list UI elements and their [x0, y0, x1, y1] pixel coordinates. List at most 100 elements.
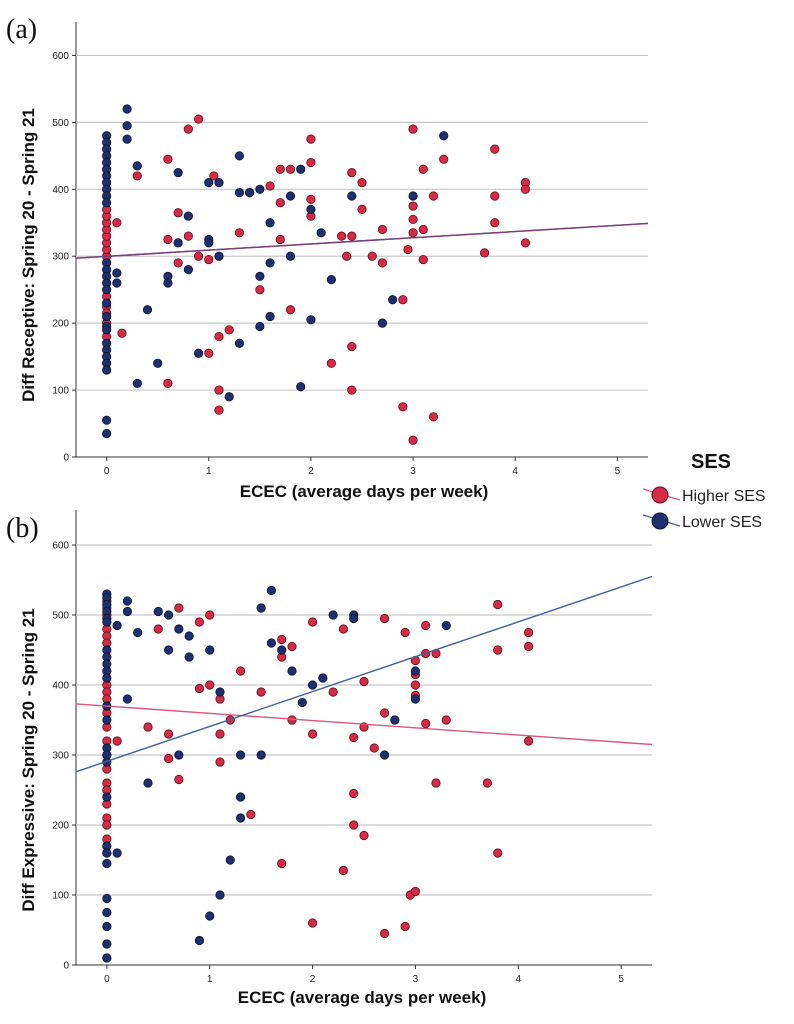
panel-b: (b) Diff Expressive: Spring 20 - Spring …: [6, 510, 653, 1007]
panel-a-point-higher-ses-74: [490, 218, 500, 228]
panel-b-point-lower-ses-28: [122, 606, 133, 617]
panel-a-point-higher-ses-67: [418, 254, 428, 265]
panel-b-fit-line-higher-ses: [75, 703, 653, 746]
panel-b-x-tick-label-5: 5: [618, 974, 624, 985]
panel-a-point-higher-ses-31: [224, 325, 234, 335]
panel-a-point-lower-ses-30: [122, 121, 132, 131]
panel-a-point-lower-ses-45: [204, 238, 214, 248]
panel-b-point-lower-ses-40: [205, 645, 215, 655]
panel-a-point-higher-ses-56: [377, 258, 388, 268]
panel-b-point-higher-ses-24: [163, 753, 174, 764]
panel-a-x-tick-label-5: 5: [615, 466, 621, 477]
panel-b-point-higher-ses-42: [287, 641, 297, 652]
panel-b-point-lower-ses-54: [297, 697, 307, 708]
panel-b-point-higher-ses-27: [174, 774, 184, 785]
panel-a-point-higher-ses-14: [117, 328, 127, 338]
panel-b-point-higher-ses-61: [400, 921, 410, 932]
panel-a-point-higher-ses-13: [112, 218, 122, 228]
panel-b-point-higher-ses-38: [256, 687, 266, 697]
panel-b-point-higher-ses-57: [379, 613, 390, 624]
panel-b-point-lower-ses-31: [143, 778, 153, 788]
panel-b-point-higher-ses-70: [421, 718, 431, 729]
panel-b-point-higher-ses-48: [338, 624, 349, 634]
panel-a-point-higher-ses-18: [163, 378, 173, 388]
panel-a-point-higher-ses-77: [520, 238, 531, 248]
panel-b-point-higher-ses-21: [112, 736, 122, 746]
panel-b-y-tick-label-500: 500: [52, 611, 69, 622]
panel-b-point-lower-ses-42: [215, 687, 225, 697]
panel-a-y-tick-label-0: 0: [63, 453, 69, 464]
legend-label-lower-ses: Lower SES: [682, 514, 762, 531]
panel-b-point-lower-ses-57: [328, 610, 338, 620]
panel-b-point-higher-ses-67: [410, 886, 421, 897]
panel-b-point-lower-ses-24: [102, 953, 112, 963]
panel-b-y-tick-label-100: 100: [52, 891, 69, 902]
panel-a-point-higher-ses-59: [408, 201, 418, 211]
panel-b-point-higher-ses-36: [235, 666, 246, 676]
panel-b-point-lower-ses-47: [235, 813, 246, 823]
panel-b-point-higher-ses-18: [102, 820, 112, 830]
panel-a-point-lower-ses-19: [102, 325, 112, 335]
panel-a-point-lower-ses-27: [112, 268, 122, 278]
panel-b-y-tick-label-0: 0: [63, 961, 69, 972]
panel-b-point-higher-ses-31: [205, 680, 215, 690]
panel-a-point-lower-ses-71: [439, 131, 449, 141]
panel-a-point-lower-ses-66: [326, 275, 336, 285]
panel-a-x-tick-label-0: 0: [104, 466, 110, 477]
panel-a-point-higher-ses-58: [408, 124, 418, 134]
panel-a-plot: 0 100 200 300 400 500 600 0 1 2 3 4 5: [52, 22, 649, 477]
panel-a-y-tick-label-100: 100: [52, 386, 69, 397]
panel-a-point-lower-ses-59: [285, 191, 296, 201]
panel-a-point-lower-ses-64: [306, 315, 316, 325]
panel-a-point-higher-ses-54: [367, 251, 377, 261]
panel-a-point-lower-ses-65: [316, 228, 326, 238]
panel-b-point-higher-ses-53: [359, 676, 369, 687]
panel-a-point-lower-ses-52: [245, 188, 255, 198]
panel-a-point-higher-ses-32: [234, 228, 245, 238]
panel-b-point-higher-ses-52: [349, 820, 359, 830]
panel-a-point-higher-ses-49: [347, 231, 357, 241]
panel-b-point-lower-ses-39: [194, 935, 205, 946]
legend-marker-higher-ses: [651, 486, 669, 504]
panel-a-point-higher-ses-63: [398, 402, 408, 412]
panel-a-point-lower-ses-70: [408, 191, 418, 201]
panel-a-y-axis-title: Diff Receptive: Spring 20 - Spring 21: [19, 108, 38, 402]
panel-b-point-higher-ses-33: [215, 729, 225, 739]
panel-b-point-lower-ses-46: [235, 792, 246, 802]
panel-b-point-lower-ses-36: [174, 750, 184, 760]
panel-b-point-higher-ses-73: [441, 715, 451, 725]
panel-b-point-lower-ses-33: [163, 610, 174, 620]
panel-a-point-lower-ses-31: [122, 134, 132, 144]
panel-a-point-higher-ses-48: [347, 167, 357, 178]
panel-a-point-higher-ses-45: [326, 358, 336, 368]
panel-a-x-tick-label-2: 2: [308, 466, 314, 477]
panel-a-point-higher-ses-62: [408, 435, 418, 445]
panel-a-point-higher-ses-42: [306, 157, 316, 168]
panel-b-point-lower-ses-25: [112, 620, 122, 631]
panel-b-point-lower-ses-29: [122, 694, 133, 704]
panel-a-point-lower-ses-46: [214, 178, 224, 188]
panel-b-point-higher-ses-50: [349, 732, 359, 743]
panel-b-plot: 0 100 200 300 400 500 600 0 1 2 3 4 5: [52, 510, 653, 985]
panel-a-y-tick-label-200: 200: [52, 319, 69, 330]
panel-b-point-higher-ses-74: [482, 778, 493, 788]
panel-a-point-lower-ses-57: [265, 258, 275, 268]
panel-b-point-higher-ses-28: [194, 683, 205, 694]
panel-b-point-higher-ses-41: [277, 858, 287, 869]
panel-a-point-higher-ses-39: [285, 164, 296, 174]
panel-b-point-lower-ses-55: [307, 680, 318, 690]
panel-a-point-lower-ses-41: [183, 265, 193, 275]
panel-b-fit-line-lower-ses: [75, 575, 653, 773]
panel-b-x-tick-label-3: 3: [413, 974, 419, 985]
panel-a-point-higher-ses-51: [347, 385, 357, 395]
panel-a-point-higher-ses-43: [306, 194, 316, 204]
panel-b-point-higher-ses-34: [215, 757, 225, 767]
panel-a-y-tick-label-500: 500: [52, 118, 69, 129]
panel-b-point-lower-ses-22: [102, 921, 112, 932]
panel-a-point-lower-ses-17: [102, 311, 112, 322]
panel-a-point-higher-ses-70: [439, 154, 449, 164]
panel-a-point-higher-ses-35: [265, 181, 275, 191]
panel-a-point-higher-ses-46: [336, 231, 347, 241]
panel-b-point-lower-ses-21: [102, 907, 112, 918]
